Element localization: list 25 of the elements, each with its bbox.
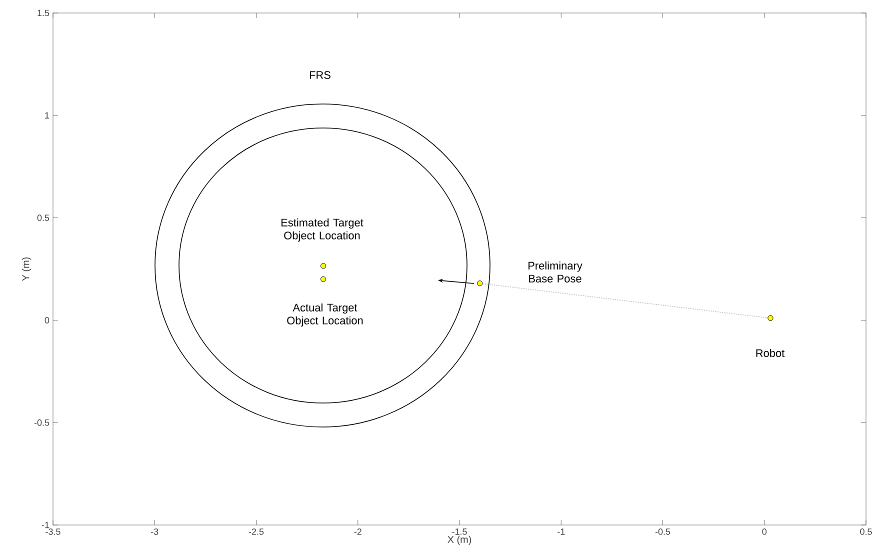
x-tick-label: -2 [354, 528, 362, 535]
x-tick-label: -0.5 [655, 528, 670, 535]
x-tick-label: -3 [151, 528, 158, 535]
annotation: Estimated Target Object Location [281, 218, 364, 242]
x-tick-label: -2.5 [248, 528, 264, 535]
annotation: Robot [756, 348, 785, 358]
x-axis-title: X (m) [448, 536, 472, 545]
x-tick-label: 0 [762, 528, 767, 535]
x-tick-label: -3.5 [46, 528, 60, 535]
y-tick-label: -0.5 [34, 419, 50, 426]
y-tick-label: 0.5 [37, 214, 50, 221]
y-tick-label: -1 [42, 522, 50, 528]
point [768, 315, 774, 321]
annotation: Preliminary Base Pose [528, 262, 582, 282]
annotation: FRS [310, 71, 330, 79]
x-tick-label: 0.5 [860, 528, 872, 535]
point [320, 276, 326, 282]
y-tick-label: 1.5 [38, 10, 50, 16]
x-tick-label: -1 [558, 528, 565, 535]
y-axis-title: Y (m) [22, 257, 32, 281]
x-tick-label: -1.5 [452, 528, 467, 535]
point [476, 280, 483, 286]
y-tick-label: 0 [44, 317, 50, 324]
annotation: Actual Target Object Location [287, 303, 363, 327]
y-tick-label: 1 [45, 112, 50, 118]
